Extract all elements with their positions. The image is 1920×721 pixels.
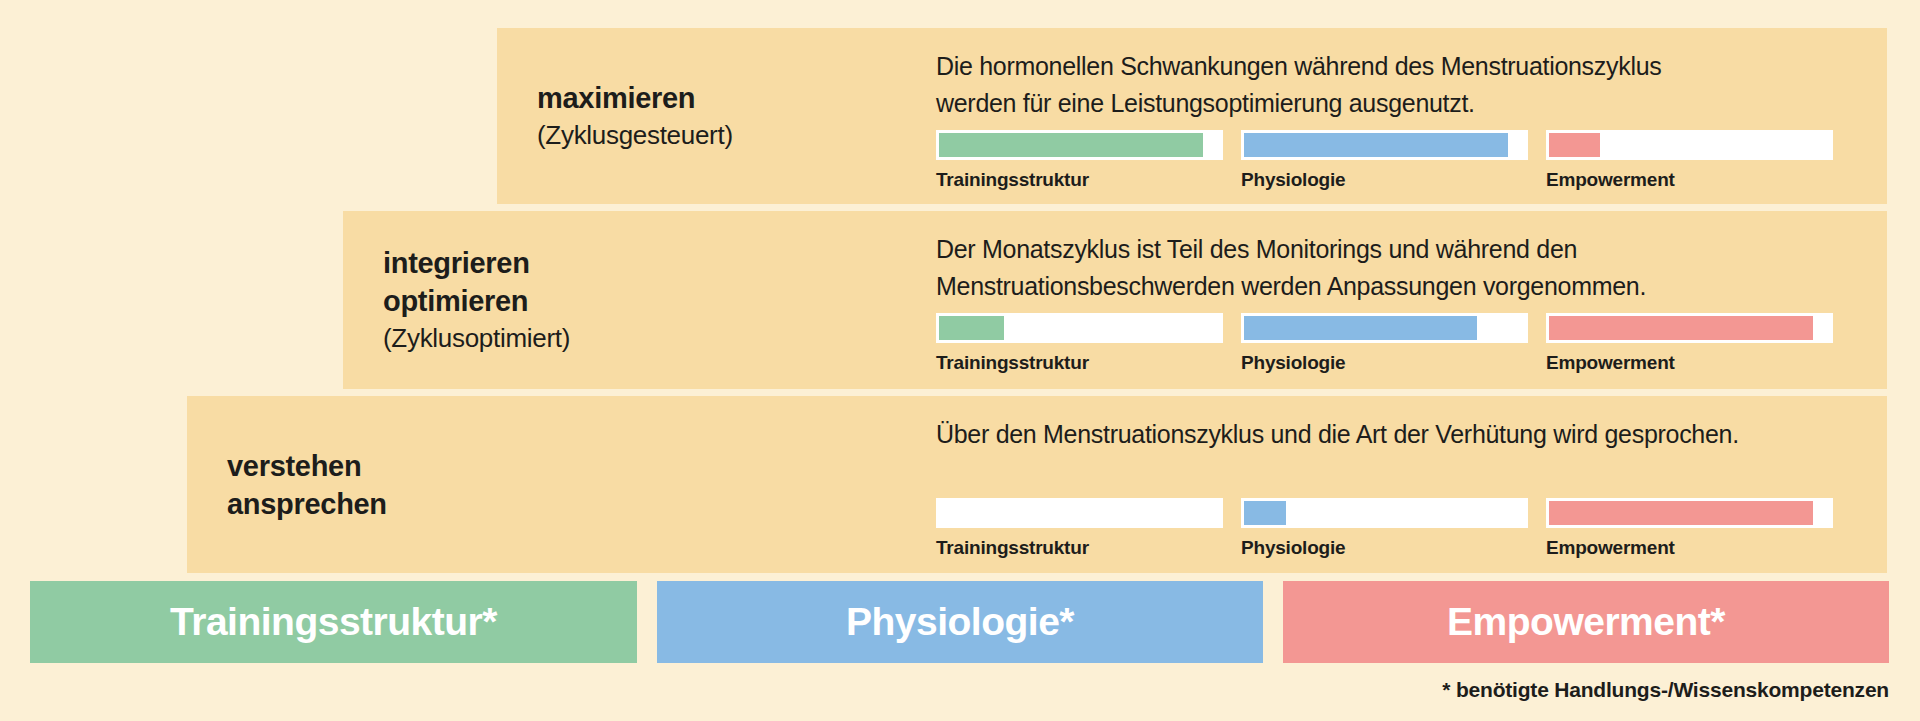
- bar-label: Empowerment: [1546, 537, 1833, 559]
- tier-subtitle: (Zyklusgesteuert): [537, 117, 733, 153]
- bar-track: [936, 313, 1223, 343]
- competence-bar-row: Trainingsstruktur Physiologie Empowerment: [936, 313, 1833, 374]
- tier-head: maximieren(Zyklusgesteuert): [537, 28, 733, 204]
- bar-fill-green: [939, 316, 1004, 340]
- legend-bar-physiologie: Physiologie*: [657, 581, 1263, 663]
- competence-bar-row: Trainingsstruktur Physiologie Empowerment: [936, 498, 1833, 559]
- bar-track: [936, 130, 1223, 160]
- bar-fill-red: [1549, 501, 1813, 525]
- bar-fill-red: [1549, 316, 1813, 340]
- bar-track: [1546, 498, 1833, 528]
- footnote: * benötigte Handlungs-/Wissenskompetenze…: [1442, 678, 1889, 702]
- bar-track: [1546, 130, 1833, 160]
- bar-group-empowerment: Empowerment: [1546, 498, 1833, 559]
- tier-subtitle: (Zyklusoptimiert): [383, 320, 570, 356]
- bar-label: Physiologie: [1241, 169, 1528, 191]
- bar-label: Empowerment: [1546, 169, 1833, 191]
- bar-group-empowerment: Empowerment: [1546, 313, 1833, 374]
- bar-label: Physiologie: [1241, 537, 1528, 559]
- cycle-training-pyramid-diagram: maximieren(Zyklusgesteuert) Die hormonell…: [0, 0, 1920, 721]
- tier-description: Der Monatszyklus ist Teil des Monitoring…: [936, 231, 1880, 305]
- tier-integrieren-optimieren: integrieren optimieren(Zyklusoptimiert) D…: [343, 211, 1887, 389]
- bar-group-trainingsstruktur: Trainingsstruktur: [936, 498, 1223, 559]
- bar-fill-green: [939, 133, 1203, 157]
- bar-track: [936, 498, 1223, 528]
- bar-group-physiologie: Physiologie: [1241, 313, 1528, 374]
- bar-group-trainingsstruktur: Trainingsstruktur: [936, 313, 1223, 374]
- bar-label: Trainingsstruktur: [936, 352, 1223, 374]
- tier-head: verstehen ansprechen: [227, 396, 387, 573]
- bar-label: Empowerment: [1546, 352, 1833, 374]
- bar-group-physiologie: Physiologie: [1241, 498, 1528, 559]
- legend-bar-empowerment: Empowerment*: [1283, 581, 1889, 663]
- tier-maximieren: maximieren(Zyklusgesteuert) Die hormonell…: [497, 28, 1887, 204]
- tier-title: integrieren optimieren: [383, 244, 570, 320]
- tier-description: Die hormonellen Schwankungen während des…: [936, 48, 1880, 122]
- competence-bar-row: Trainingsstruktur Physiologie Empowerment: [936, 130, 1833, 191]
- tier-verstehen-ansprechen: verstehen ansprechen Über den Menstruatio…: [187, 396, 1887, 573]
- bar-track: [1241, 130, 1528, 160]
- bar-group-empowerment: Empowerment: [1546, 130, 1833, 191]
- tier-head: integrieren optimieren(Zyklusoptimiert): [383, 211, 570, 389]
- bar-track: [1241, 498, 1528, 528]
- bar-track: [1241, 313, 1528, 343]
- legend-label: Empowerment*: [1447, 600, 1725, 644]
- legend-label: Physiologie*: [846, 600, 1074, 644]
- tier-title: verstehen ansprechen: [227, 447, 387, 523]
- bar-fill-red: [1549, 133, 1600, 157]
- tier-title: maximieren: [537, 79, 733, 117]
- legend-label: Trainingsstruktur*: [170, 600, 497, 644]
- bar-label: Physiologie: [1241, 352, 1528, 374]
- bar-fill-blue: [1244, 316, 1477, 340]
- bar-group-physiologie: Physiologie: [1241, 130, 1528, 191]
- tier-description: Über den Menstruationszyklus und die Art…: [936, 416, 1880, 453]
- bar-fill-blue: [1244, 501, 1286, 525]
- bar-fill-blue: [1244, 133, 1508, 157]
- bar-group-trainingsstruktur: Trainingsstruktur: [936, 130, 1223, 191]
- bar-track: [1546, 313, 1833, 343]
- bar-label: Trainingsstruktur: [936, 537, 1223, 559]
- bar-label: Trainingsstruktur: [936, 169, 1223, 191]
- legend-bar-trainingsstruktur: Trainingsstruktur*: [30, 581, 637, 663]
